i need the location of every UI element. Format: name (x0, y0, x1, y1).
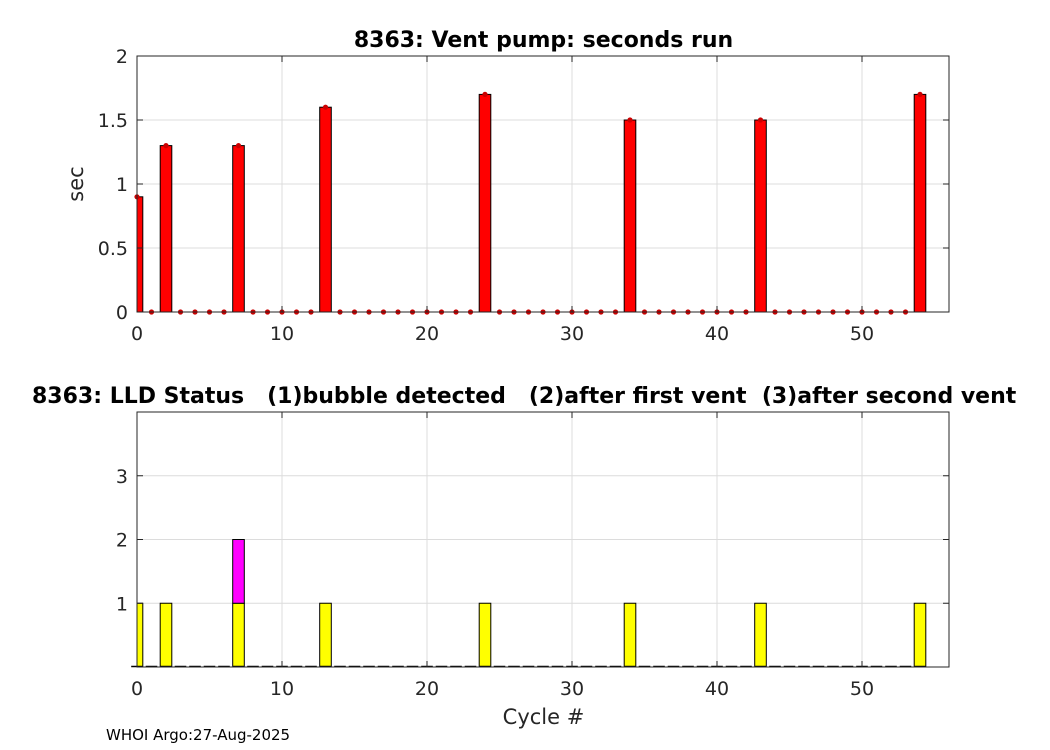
stacked-bar-segment (232, 539, 245, 604)
data-point (322, 104, 329, 110)
x-tick-label: 10 (270, 678, 294, 700)
y-tick-label: 1 (116, 174, 128, 196)
y-axis-label: sec (64, 166, 88, 201)
x-tick-label: 30 (560, 323, 584, 345)
y-tick-label: 1 (116, 593, 128, 615)
x-axis-label: Cycle # (503, 705, 585, 729)
x-tick-label: 0 (131, 678, 143, 700)
bar (159, 145, 173, 313)
stacked-bar-segment (623, 602, 637, 668)
chart-title: 8363: LLD Status (1)bubble detected (2)a… (32, 384, 1017, 409)
footer-date: WHOI Argo:27-Aug-2025 (106, 726, 291, 744)
x-tick-label: 50 (850, 678, 874, 700)
vent-pump-chart: 0 10 20 30 40 50 0 0.5 1 1.5 2 8363: Vent pump: sec… (64, 28, 950, 345)
data-point (757, 117, 764, 123)
x-tick-label: 0 (131, 323, 143, 345)
bar (232, 145, 245, 313)
chart-title: 8363: Vent pump: seconds run (354, 28, 733, 53)
stacked-bar-segment (136, 602, 144, 668)
stacked-bar-segment (754, 602, 767, 668)
y-tick-label: 3 (116, 466, 128, 488)
stacked-bar-segment (913, 602, 927, 668)
x-tick-label: 10 (270, 323, 294, 345)
y-tick-label: 2 (116, 46, 128, 68)
data-point (917, 91, 923, 97)
bar (319, 106, 332, 313)
y-tick-label: 0 (116, 302, 128, 324)
y-tick-label: 2 (116, 530, 128, 552)
lld-status-chart: 0 10 20 30 40 50 1 2 3 8363: LLD Status (1)bubble… (32, 384, 1017, 729)
x-tick-label: 20 (415, 678, 439, 700)
stacked-bar-segment (319, 602, 332, 668)
bar (478, 93, 492, 313)
bar (136, 196, 144, 313)
stacked-bar-segment (159, 602, 173, 668)
data-point (235, 143, 242, 149)
x-tick-label: 40 (705, 678, 729, 700)
bar (623, 119, 637, 313)
stacked-bar-segment (232, 602, 245, 668)
y-tick-label: 0.5 (98, 238, 128, 260)
data-point (163, 143, 169, 149)
data-point (482, 91, 488, 97)
x-tick-label: 20 (415, 323, 439, 345)
y-tick-label: 1.5 (98, 110, 128, 132)
x-tick-label: 40 (705, 323, 729, 345)
x-tick-label: 30 (560, 678, 584, 700)
data-point (627, 117, 633, 123)
bar (913, 93, 927, 313)
stacked-bar-segment (478, 602, 492, 668)
bar (754, 119, 767, 313)
x-tick-label: 50 (850, 323, 874, 345)
